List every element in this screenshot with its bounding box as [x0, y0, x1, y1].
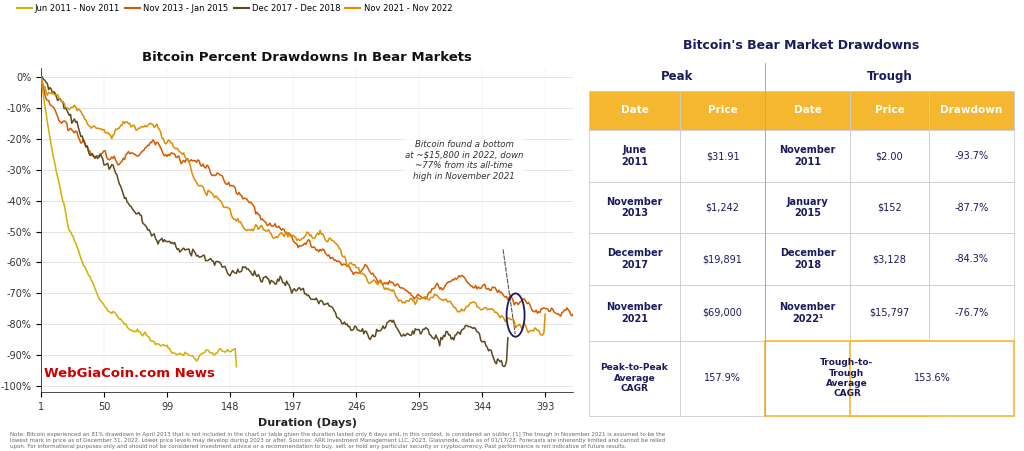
Text: Bitcoin's Bear Market Drawdowns: Bitcoin's Bear Market Drawdowns [683, 39, 920, 52]
Text: November
2013: November 2013 [606, 197, 663, 218]
Bar [765, 341, 929, 416]
Bar [589, 182, 680, 234]
Text: Drawdown: Drawdown [940, 106, 1002, 115]
Text: $1,242: $1,242 [706, 202, 739, 212]
Text: Trough: Trough [866, 70, 912, 83]
Bar [589, 234, 680, 285]
Text: WebGiaCoin.com News: WebGiaCoin.com News [44, 367, 214, 380]
Bar [765, 130, 850, 182]
Bar [765, 285, 850, 341]
Bar [680, 130, 765, 182]
Legend: Jun 2011 - Nov 2011, Nov 2013 - Jan 2015, Dec 2017 - Dec 2018, Nov 2021 - Nov 20: Jun 2011 - Nov 2011, Nov 2013 - Jan 2015… [13, 0, 456, 16]
Text: -76.7%: -76.7% [954, 308, 988, 318]
Bar [929, 91, 1014, 130]
Bar [589, 341, 680, 416]
Text: Price: Price [874, 106, 904, 115]
Text: Note: Bitcoin experienced an 81% drawdown in April 2013 that is not included in : Note: Bitcoin experienced an 81% drawdow… [10, 432, 666, 449]
Bar [850, 91, 929, 130]
Bar [680, 341, 765, 416]
Text: -87.7%: -87.7% [954, 202, 988, 212]
Bar [850, 182, 929, 234]
Text: Price: Price [708, 106, 737, 115]
Bar [765, 234, 850, 285]
Bar [850, 130, 929, 182]
X-axis label: Duration (Days): Duration (Days) [258, 418, 356, 428]
Text: $2.00: $2.00 [876, 151, 903, 161]
Text: Trough-to-
Trough
Average
CAGR: Trough-to- Trough Average CAGR [820, 358, 873, 398]
Text: $69,000: $69,000 [702, 308, 742, 318]
Text: November
2022¹: November 2022¹ [779, 302, 836, 324]
Text: November
2011: November 2011 [779, 145, 836, 167]
Bar [680, 285, 765, 341]
Bar [929, 234, 1014, 285]
Text: November
2021: November 2021 [606, 302, 663, 324]
Text: Peak-to-Peak
Average
CAGR: Peak-to-Peak Average CAGR [601, 364, 669, 393]
Bar [765, 182, 850, 234]
Bar [680, 182, 765, 234]
Text: $31.91: $31.91 [706, 151, 739, 161]
Bar [929, 182, 1014, 234]
Text: $3,128: $3,128 [872, 254, 906, 264]
Text: 153.6%: 153.6% [913, 373, 950, 383]
Text: December
2018: December 2018 [780, 249, 836, 270]
Bar [589, 285, 680, 341]
Text: $152: $152 [878, 202, 902, 212]
Bar [680, 234, 765, 285]
Bar [850, 285, 929, 341]
Text: $19,891: $19,891 [702, 254, 742, 264]
Bar [929, 285, 1014, 341]
Bar [589, 130, 680, 182]
Bar [929, 130, 1014, 182]
Text: June
2011: June 2011 [621, 145, 648, 167]
Title: Bitcoin Percent Drawdowns In Bear Markets: Bitcoin Percent Drawdowns In Bear Market… [142, 51, 472, 64]
Text: Date: Date [794, 106, 821, 115]
Text: -93.7%: -93.7% [954, 151, 988, 161]
Bar [850, 341, 1014, 416]
Bar [850, 234, 929, 285]
Text: Bitcoin found a bottom
at ~$15,800 in 2022, down
~77% from its all-time
high in : Bitcoin found a bottom at ~$15,800 in 20… [404, 140, 523, 180]
Bar [765, 91, 850, 130]
Bar [589, 91, 680, 130]
Text: 157.9%: 157.9% [705, 373, 741, 383]
Text: December
2017: December 2017 [606, 249, 663, 270]
Text: Peak: Peak [660, 70, 693, 83]
Text: January
2015: January 2015 [786, 197, 828, 218]
Text: -84.3%: -84.3% [954, 254, 988, 264]
Text: $15,797: $15,797 [869, 308, 909, 318]
Text: Date: Date [621, 106, 648, 115]
Bar [680, 91, 765, 130]
